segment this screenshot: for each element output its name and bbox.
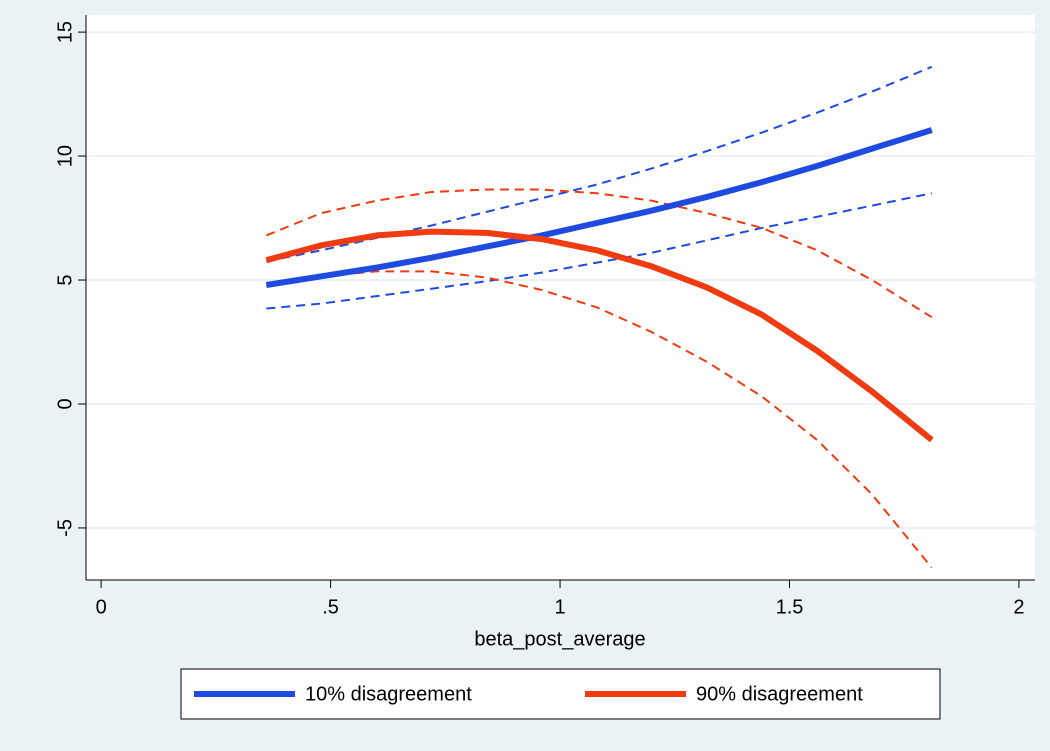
y-tick-label: 15 (54, 21, 76, 43)
confidence-line (265, 188, 933, 319)
y-tick-label: 10 (54, 145, 76, 167)
x-tick-label: 0 (96, 596, 107, 618)
line (265, 127, 933, 288)
x-tick-label: 1 (554, 596, 565, 618)
plot-area (86, 15, 1035, 580)
confidence-line (266, 270, 933, 569)
y-tick-label: -5 (54, 519, 76, 537)
line (265, 228, 934, 443)
x-tick-label: 1.5 (776, 596, 804, 618)
y-tick-label: 5 (54, 274, 76, 285)
legend-label: 10% disagreement (305, 683, 472, 705)
confidence-line (266, 192, 932, 310)
x-axis-label: beta_post_average (474, 628, 645, 650)
x-tick-label: 2 (1013, 596, 1024, 618)
legend-box (180, 668, 941, 720)
y-tick-label: 0 (54, 398, 76, 409)
legend-label: 90% disagreement (696, 683, 863, 705)
x-tick-label: .5 (322, 596, 339, 618)
